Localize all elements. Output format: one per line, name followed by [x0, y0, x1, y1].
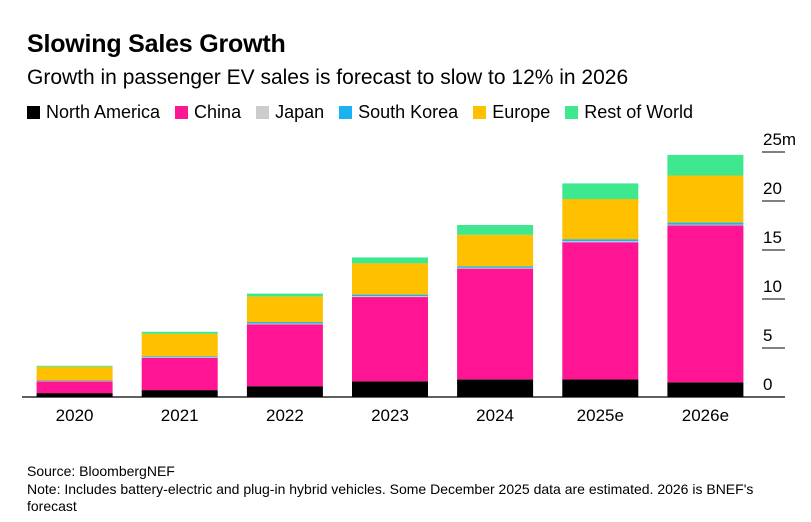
bar-segment [246, 386, 323, 397]
legend-label: Rest of World [584, 102, 693, 122]
x-tick-label: 2020 [56, 406, 94, 425]
bar-segment [36, 381, 113, 394]
source-text: Source: BloombergNEF [27, 463, 175, 479]
bar-segment [36, 380, 113, 381]
bar-segment [141, 331, 218, 334]
legend-label: South Korea [358, 102, 459, 122]
legend-swatch [256, 106, 270, 119]
legend-label: Japan [275, 102, 325, 122]
legend-swatch [565, 106, 579, 119]
x-tick-label: 2025e [577, 406, 624, 425]
legend-item: Europe [473, 102, 550, 123]
legend-item: South Korea [339, 102, 458, 123]
bar-segment [36, 393, 113, 397]
bar-segment [141, 357, 218, 358]
x-tick-label: 2021 [161, 406, 199, 425]
x-tick-label: 2026e [682, 406, 729, 425]
chart-subtitle: Growth in passenger EV sales is forecast… [27, 66, 629, 89]
bar-segment [562, 379, 639, 397]
note-text: Note: Includes battery-electric and plug… [27, 481, 754, 514]
x-tick-label: 2024 [476, 406, 514, 425]
bar-segment [246, 322, 323, 324]
bar-segment [246, 293, 323, 297]
bar-segment [457, 268, 534, 380]
bar-segment [457, 267, 534, 269]
bar-segment [562, 242, 639, 380]
stacked-bar-chart: 2020 2021 2022 2023 2024 2025e 2026e 0 5 10 15 20 25… [22, 130, 796, 425]
legend-item: China [175, 102, 241, 123]
legend-item: Rest of World [565, 102, 693, 123]
bar-segment [562, 199, 639, 240]
y-tick-label: 20 [763, 179, 782, 198]
legend-label: Europe [492, 102, 551, 122]
bar-segment [667, 382, 744, 397]
bar-segment [667, 222, 744, 225]
bar-segment [141, 356, 218, 358]
legend-item: Japan [256, 102, 324, 123]
bar-segment [352, 294, 428, 297]
bar-segment [141, 333, 218, 357]
x-tick-label: 2023 [371, 406, 409, 425]
bar-segment [352, 263, 428, 295]
bar-segment [36, 366, 113, 381]
bar-segment [352, 257, 428, 264]
legend: North America China Japan South Korea Europe… [27, 102, 708, 123]
bar-segment [352, 381, 428, 397]
x-tick-label: 2022 [266, 406, 304, 425]
y-tick-label: 15 [763, 228, 782, 247]
bar-segment [667, 225, 744, 383]
legend-swatch [473, 106, 487, 119]
y-tick-label: 25m [763, 130, 796, 149]
y-tick-label: 10 [763, 277, 782, 296]
bar-segment [246, 324, 323, 387]
legend-label: North America [46, 102, 161, 122]
bar-segment [141, 390, 218, 397]
legend-label: China [194, 102, 242, 122]
bar-segment [246, 323, 323, 325]
bar-segment [352, 297, 428, 382]
bar-segment [141, 357, 218, 391]
legend-item: North America [27, 102, 160, 123]
bar-segment [562, 241, 639, 243]
bar-segment [667, 224, 744, 226]
bar-segment [457, 225, 534, 235]
bar-segment [36, 365, 113, 367]
legend-swatch [175, 106, 189, 119]
y-tick-label: 0 [763, 375, 772, 394]
bar-segment [667, 175, 744, 223]
chart-title: Slowing Sales Growth [27, 30, 286, 58]
bar-segment [667, 154, 744, 176]
legend-swatch [27, 106, 40, 119]
bar-segment [457, 234, 534, 267]
bar-segment [457, 379, 534, 397]
bar-segment [352, 296, 428, 298]
bar-segment [562, 183, 639, 200]
bar-segment [562, 239, 639, 242]
legend-swatch [339, 106, 353, 119]
y-tick-label: 5 [763, 326, 772, 345]
bar-segment [246, 296, 323, 323]
bar-segment [457, 266, 534, 268]
